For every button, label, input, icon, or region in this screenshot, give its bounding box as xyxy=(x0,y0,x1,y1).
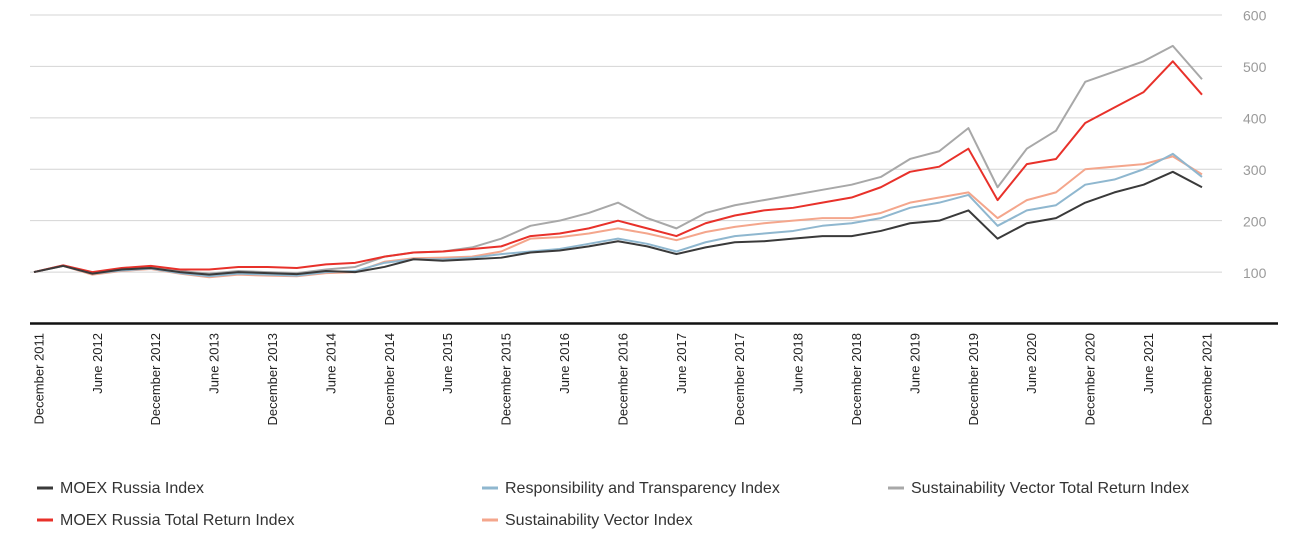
y-tick-label: 200 xyxy=(1243,213,1267,229)
x-tick-label: June 2013 xyxy=(207,333,222,394)
x-tick-label: December 2019 xyxy=(966,333,981,426)
x-tick-label: June 2020 xyxy=(1024,333,1039,394)
x-tick-label: June 2019 xyxy=(907,333,922,394)
y-tick-label: 100 xyxy=(1243,265,1267,281)
x-tick-label: December 2011 xyxy=(31,333,46,425)
x-tick-label: June 2016 xyxy=(557,333,572,394)
x-tick-label: December 2013 xyxy=(265,333,280,426)
y-tick-label: 300 xyxy=(1243,162,1267,178)
legend-label: MOEX Russia Total Return Index xyxy=(60,512,294,529)
y-tick-label: 400 xyxy=(1243,111,1267,127)
x-tick-label: June 2021 xyxy=(1141,333,1156,394)
x-tick-label: June 2012 xyxy=(90,333,105,394)
x-tick-label: December 2020 xyxy=(1083,333,1098,426)
legend-label: Sustainability Vector Index xyxy=(505,512,693,529)
x-tick-label: June 2017 xyxy=(674,333,689,394)
x-tick-label: December 2012 xyxy=(148,333,163,426)
x-tick-label: December 2016 xyxy=(615,333,630,426)
legend-label: Sustainability Vector Total Return Index xyxy=(911,480,1189,497)
x-tick-label: December 2021 xyxy=(1199,333,1214,426)
x-tick-label: December 2017 xyxy=(732,333,747,426)
series-line xyxy=(33,44,1203,275)
legend-label: Responsibility and Transparency Index xyxy=(505,480,780,497)
series-line xyxy=(33,155,1203,279)
x-tick-label: June 2014 xyxy=(323,333,338,394)
series-line xyxy=(33,170,1203,276)
y-tick-label: 500 xyxy=(1243,59,1267,75)
legend-label: MOEX Russia Index xyxy=(60,480,204,497)
x-tick-label: June 2018 xyxy=(791,333,806,394)
x-tick-label: June 2015 xyxy=(440,333,455,394)
series-line xyxy=(33,60,1203,274)
x-tick-label: December 2014 xyxy=(382,333,397,426)
x-tick-label: December 2018 xyxy=(849,333,864,426)
x-tick-label: December 2015 xyxy=(499,333,514,426)
y-tick-label: 600 xyxy=(1243,8,1267,24)
series-line xyxy=(33,152,1203,278)
